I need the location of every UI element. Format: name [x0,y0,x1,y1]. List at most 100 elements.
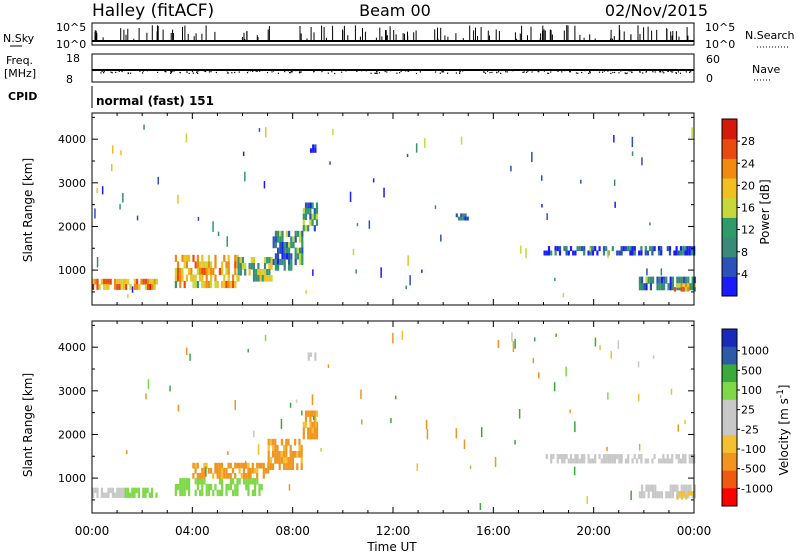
echo-cell [123,279,125,285]
freq-dot [577,73,578,74]
freq-dot [227,70,228,71]
y-tick-label: 1000 [58,472,86,485]
echo-cell [223,468,225,474]
echo-cell [140,279,142,285]
echo-cell [228,275,230,282]
freq-dot [659,71,660,72]
echo-cell [195,463,197,469]
echo-cell [316,208,318,214]
colorbar-swatch [722,276,737,296]
echo-cell [380,267,382,278]
echo-cell [661,268,663,275]
echo-cell [250,473,252,479]
echo-cell [184,261,186,268]
echo-cell [142,488,144,493]
echo-cell [175,275,177,282]
echo-cell [236,463,238,469]
echo-cell [268,457,270,464]
echo-cell [679,491,681,496]
echo-cell [268,269,270,276]
echo-cell [670,485,672,492]
echo-cell [672,491,674,498]
echo-cell [640,454,642,459]
colorbar-tick-label: 16 [741,202,755,215]
echo-cell [177,484,179,490]
freq-dot [526,70,527,71]
freq-dot [652,71,653,72]
echo-cell [252,490,254,496]
echo-cell [239,463,241,469]
echo-cell [279,236,281,242]
freq-dot [576,72,577,73]
echo-cell [552,454,554,459]
velocity-ylabel: Slant Range [km] [21,373,35,477]
colorbar-tick-label: 25 [741,404,755,417]
echo-cell [407,255,409,266]
echo-cell [123,284,125,290]
echo-cell [310,148,312,153]
freq-dot [295,70,296,71]
echo-cell [244,269,246,276]
echo-cell [646,268,648,275]
freq-dot [356,71,357,72]
freq-dot [496,72,497,73]
echo-cell [520,246,522,254]
echo-cell [289,484,291,490]
echo-cell [470,466,472,470]
freq-label: Freq. [6,54,33,67]
freq-dot [374,73,375,74]
echo-cell [649,222,651,225]
colorbar-swatch [722,217,737,237]
echo-cell [225,261,227,268]
echo-cell [228,255,230,262]
echo-cell [249,263,251,270]
echo-cell [316,428,318,434]
echo-cell [610,459,612,464]
echo-cell [312,148,314,153]
echo-cell [277,236,279,242]
echo-cell [314,225,316,231]
echo-cell [251,263,253,270]
echo-cell [650,485,652,492]
echo-cell [301,231,303,237]
freq-dot [262,70,263,71]
echo-cell [314,208,316,214]
echo-cell [316,203,318,209]
echo-cell [221,261,223,268]
echo-cell [672,277,674,284]
echo-cell [421,270,423,273]
echo-cell [328,364,330,368]
freq-dot [324,69,325,70]
freq-dot [622,70,623,71]
echo-cell [221,268,223,275]
echo-cell [681,277,683,284]
freq-dot [405,70,406,71]
echo-cell [288,242,290,248]
beam-title: Beam 00 [359,1,431,20]
echo-cell [647,251,649,256]
echo-cell [462,217,464,221]
echo-cell [132,286,134,292]
echo-cell [127,493,129,498]
echo-cell [659,491,661,498]
echo-cell [435,205,437,209]
echo-cell [261,463,263,469]
freq-dot [610,73,611,74]
colorbar-tick-label: 28 [741,135,755,148]
echo-cell [195,281,197,288]
echo-cell [245,484,247,490]
freq-dot [210,71,211,72]
freq-dot [462,70,463,71]
echo-cell [262,269,264,276]
echo-cell [214,261,216,268]
echo-cell [301,253,303,259]
echo-cell [230,478,232,484]
echo-cell [244,172,246,182]
velocity-panel: 1000200030004000 [58,321,696,513]
freq-dot [627,73,628,74]
echo-cell [198,217,200,221]
nave-tick-top: 60 [706,53,720,66]
echo-cell [281,439,283,446]
x-tick-label: 00:00 [75,524,110,538]
echo-cell [133,488,135,493]
